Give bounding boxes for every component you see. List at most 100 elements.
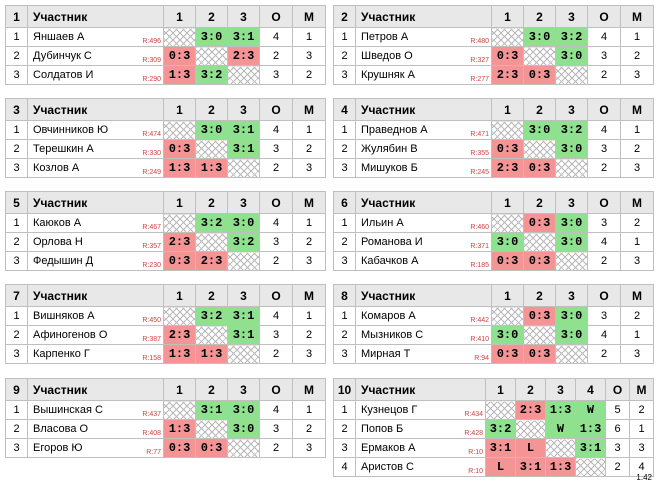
table-row: 2 Орлова Н R:357 2:3 3:2 3 2	[5, 232, 326, 252]
column-header: 1	[163, 378, 196, 401]
participant-name-cell: Попов Б R:428	[355, 419, 486, 439]
participant-name[interactable]: Федышин Д	[33, 255, 94, 267]
rating-label: R:434	[464, 411, 483, 418]
group-table: 10 Участник 1 2 3 4 O M 1 Кузнецов Г R:434 2:3 1:3 W 5…	[333, 378, 654, 477]
group-table: 6 Участник 1 2 3 O M 1 Ильин А R:460 0:3 3:0 3 2 2 Рома…	[333, 191, 654, 271]
place-cell: 3	[292, 344, 326, 364]
participant-header: Участник	[355, 98, 492, 121]
column-header: 2	[195, 191, 228, 214]
table-row: 1 Вышинская С R:437 3:1 3:0 4 1	[5, 400, 326, 420]
points-header: O	[259, 191, 293, 214]
rating-label: R:158	[142, 355, 161, 362]
participant-name-cell: Яншаев А R:496	[27, 27, 164, 47]
participant-name[interactable]: Терешкин А	[33, 143, 94, 155]
participant-name[interactable]: Крушняк А	[361, 69, 415, 81]
table-row: 2 Попов Б R:428 3:2 W 1:3 6 1	[333, 419, 654, 439]
participant-name[interactable]: Кузнецов Г	[361, 404, 418, 416]
row-position: 2	[5, 139, 28, 159]
participant-name[interactable]: Попов Б	[361, 423, 404, 435]
participant-name[interactable]: Вышинская С	[33, 404, 103, 416]
group-number: 8	[333, 284, 356, 307]
participant-name[interactable]: Кабачков А	[361, 255, 419, 267]
participant-name[interactable]: Вишняков А	[33, 310, 95, 322]
column-header: 1	[163, 98, 196, 121]
participant-name-cell: Федышин Д R:230	[27, 251, 164, 271]
place-cell: 1	[620, 120, 654, 140]
points-cell: 3	[587, 306, 621, 326]
rating-label: R:371	[470, 243, 489, 250]
crossed-cell	[523, 232, 556, 252]
place-header: M	[292, 284, 326, 307]
points-header: O	[605, 378, 630, 401]
points-cell: 4	[587, 232, 621, 252]
participant-header: Участник	[355, 191, 492, 214]
participant-name[interactable]: Романова И	[361, 236, 423, 248]
points-cell: 3	[587, 139, 621, 159]
row-position: 2	[5, 325, 28, 345]
participant-name[interactable]: Афиногенов О	[33, 329, 108, 341]
score-cell: L	[515, 438, 546, 458]
crossed-cell	[555, 158, 588, 178]
row-position: 2	[333, 419, 356, 439]
score-cell: 3:0	[555, 139, 588, 159]
column-header: 1	[491, 191, 524, 214]
participant-name[interactable]: Каюков А	[33, 217, 82, 229]
group-number: 9	[5, 378, 28, 401]
place-header: M	[620, 98, 654, 121]
participant-name[interactable]: Овчинников Ю	[33, 124, 109, 136]
participant-name-cell: Орлова Н R:357	[27, 232, 164, 252]
participant-name[interactable]: Солдатов И	[33, 69, 94, 81]
participant-name[interactable]: Комаров А	[361, 310, 416, 322]
participant-name[interactable]: Ильин А	[361, 217, 404, 229]
participant-name-cell: Власова О R:408	[27, 419, 164, 439]
participant-name[interactable]: Дубинчук С	[33, 50, 92, 62]
points-cell: 3	[259, 419, 293, 439]
participant-name[interactable]: Яншаев А	[33, 31, 85, 43]
row-position: 3	[5, 251, 28, 271]
participant-name[interactable]: Аристов С	[361, 461, 414, 473]
points-cell: 2	[259, 344, 293, 364]
participant-name[interactable]: Петров А	[361, 31, 409, 43]
points-cell: 6	[605, 419, 630, 439]
version-label: 1.42	[636, 473, 652, 482]
score-cell: 2:3	[195, 251, 228, 271]
score-cell: 2:3	[163, 325, 196, 345]
rating-label: R:474	[142, 131, 161, 138]
group-number: 5	[5, 191, 28, 214]
participant-name[interactable]: Шведов О	[361, 50, 413, 62]
score-cell: 3:0	[227, 400, 260, 420]
rating-label: R:10	[468, 449, 483, 456]
score-cell: 0:3	[163, 251, 196, 271]
place-cell: 3	[292, 438, 326, 458]
participant-name[interactable]: Карпенко Г	[33, 348, 90, 360]
table-row: 1 Ильин А R:460 0:3 3:0 3 2	[333, 213, 654, 233]
place-cell: 2	[620, 46, 654, 66]
column-header: 2	[195, 378, 228, 401]
row-position: 1	[333, 27, 356, 47]
row-position: 1	[333, 400, 356, 420]
participant-name[interactable]: Орлова Н	[33, 236, 83, 248]
crossed-cell	[227, 251, 260, 271]
row-position: 3	[5, 65, 28, 85]
column-header: 1	[163, 284, 196, 307]
row-position: 1	[333, 306, 356, 326]
participant-name[interactable]: Жулябин В	[361, 143, 418, 155]
participant-name[interactable]: Власова О	[33, 423, 89, 435]
participant-name-cell: Вышинская С R:437	[27, 400, 164, 420]
participant-name[interactable]: Мызников С	[361, 329, 424, 341]
crossed-cell	[491, 306, 524, 326]
participant-name[interactable]: Мирная Т	[361, 348, 411, 360]
participant-name[interactable]: Ермаков А	[361, 442, 416, 454]
participant-name[interactable]: Мишуков Б	[361, 162, 418, 174]
participant-name[interactable]: Егоров Ю	[33, 442, 83, 454]
participant-name-cell: Ильин А R:460	[355, 213, 492, 233]
column-header: 2	[195, 284, 228, 307]
row-position: 3	[333, 438, 356, 458]
group-table: 1 Участник 1 2 3 O M 1 Яншаев А R:496 3:0 3:1 4 1 2 Дуб…	[5, 5, 326, 85]
participant-name[interactable]: Праведнов А	[361, 124, 428, 136]
participant-name[interactable]: Козлов А	[33, 162, 80, 174]
crossed-cell	[555, 344, 588, 364]
score-cell: 0:3	[491, 344, 524, 364]
table-row: 3 Карпенко Г R:158 1:3 1:3 2 3	[5, 344, 326, 364]
rating-label: R:471	[470, 131, 489, 138]
